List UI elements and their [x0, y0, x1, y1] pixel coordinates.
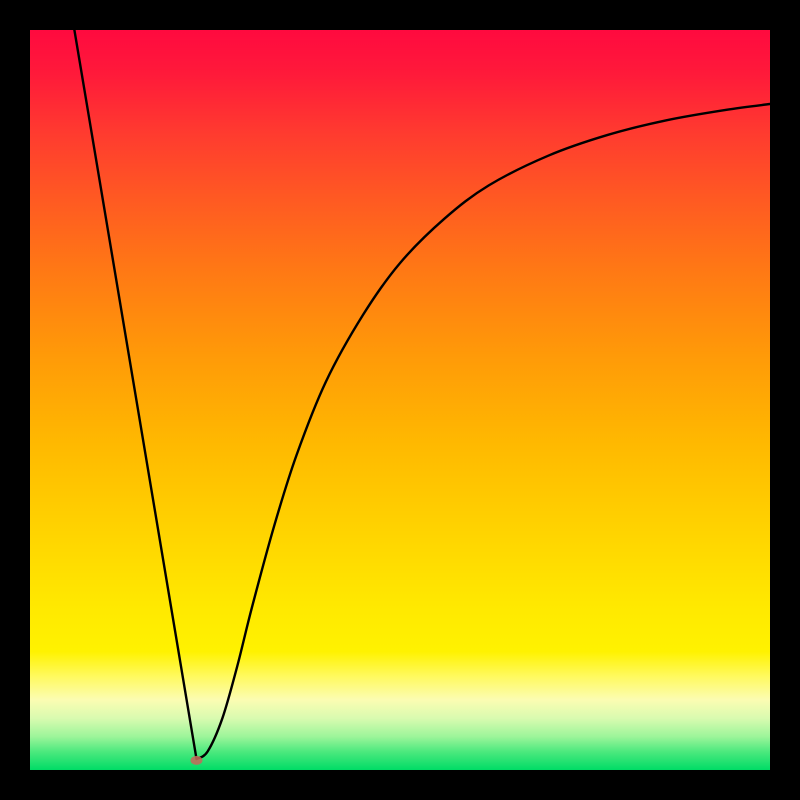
chart-container: TheBottleneck.com [0, 0, 800, 800]
bottleneck-chart [0, 0, 800, 800]
trough-marker [191, 756, 203, 765]
plot-background [30, 30, 770, 770]
